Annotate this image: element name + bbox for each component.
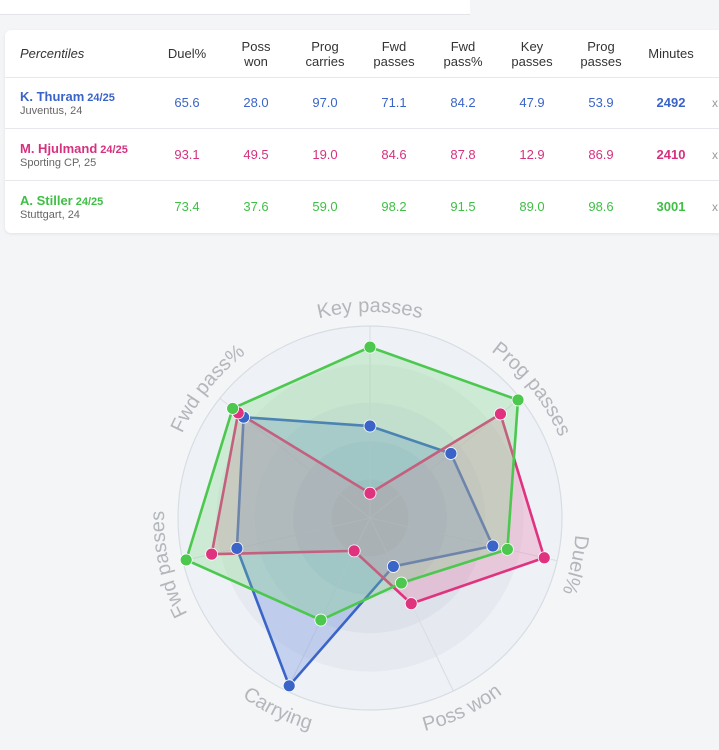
value-cell: 91.5 — [450, 199, 476, 214]
value-cell: 53.9 — [588, 95, 614, 110]
player-club: Sporting CP, 25 — [20, 156, 97, 169]
header-col-0[interactable]: Duel% — [167, 46, 207, 61]
value-cell: 65.6 — [174, 95, 200, 110]
radar-point-2-6 — [226, 402, 240, 415]
player-cell[interactable]: M. Hjulmand 24/25 Sporting CP, 25 — [20, 129, 128, 180]
value-cell: 98.6 — [588, 199, 614, 214]
radar-point-1-5 — [205, 547, 219, 561]
value-cell: 3001 — [656, 199, 686, 214]
remove-player-button[interactable]: x — [712, 199, 718, 214]
player-cell[interactable]: A. Stiller 24/25 Stuttgart, 24 — [20, 181, 103, 232]
radar-point-2-2 — [500, 542, 514, 556]
value-cell: 97.0 — [312, 95, 338, 110]
radar-point-0-3 — [386, 560, 400, 573]
value-cell: 59.0 — [312, 199, 338, 214]
radar-point-2-4 — [314, 613, 328, 627]
radar-point-2-1 — [511, 393, 525, 407]
player-season: 24/25 — [87, 91, 115, 104]
player-name[interactable]: A. Stiller 24/25 — [20, 193, 103, 208]
radar-point-1-0 — [363, 486, 377, 500]
radar-series-2 — [184, 345, 520, 622]
radar-series-0 — [235, 415, 495, 688]
value-cell: 2410 — [656, 147, 686, 162]
radar-point-1-1 — [494, 407, 507, 421]
radar-point-0-1 — [444, 447, 458, 460]
value-cell: 2492 — [656, 95, 686, 110]
radar-axis-label-0: Key passes — [315, 295, 425, 323]
radar-spoke — [369, 517, 558, 562]
radar-axis-label-text: Duel% — [558, 534, 593, 598]
player-name[interactable]: M. Hjulmand 24/25 — [20, 141, 128, 156]
radar-axis-label-2: Duel% — [558, 534, 593, 598]
radar-point-0-4 — [282, 679, 296, 693]
radar-point-0-2 — [486, 539, 500, 553]
remove-player-button[interactable]: x — [712, 95, 718, 110]
header-col-1[interactable]: Poss won — [241, 38, 271, 69]
value-cell: 84.2 — [450, 95, 476, 110]
header-col-6[interactable]: Prog passes — [580, 38, 622, 69]
top-bar — [0, 0, 470, 15]
radar-axis-label-text: Key passes — [315, 295, 425, 323]
player-club: Stuttgart, 24 — [20, 208, 80, 221]
player-season: 24/25 — [75, 195, 104, 208]
radar-point-2-3 — [394, 576, 408, 590]
table-header-row: Percentiles Duel% Poss won Prog carries Fwd… — [5, 30, 719, 78]
value-cell: 86.9 — [588, 147, 614, 162]
radar-series-1 — [210, 411, 546, 605]
radar-point-0-5 — [230, 541, 244, 555]
player-name-text: M. Hjulmand — [20, 140, 98, 156]
value-cell: 37.6 — [243, 199, 269, 214]
radar-point-2-5 — [179, 553, 193, 567]
value-cell: 93.1 — [174, 147, 200, 162]
radar-point-1-2 — [537, 551, 551, 565]
value-cell: 73.4 — [174, 199, 200, 214]
table-row: A. Stiller 24/25 Stuttgart, 24 73.4 37.6 59.0… — [5, 181, 719, 232]
header-col-3[interactable]: Fwd passes — [373, 38, 415, 69]
value-cell: 28.0 — [243, 95, 269, 110]
player-name[interactable]: K. Thuram 24/25 — [20, 89, 115, 104]
player-season: 24/25 — [100, 143, 128, 156]
player-cell[interactable]: K. Thuram 24/25 Juventus, 24 — [20, 77, 115, 128]
value-cell: 71.1 — [381, 95, 407, 110]
percentiles-table: Percentiles Duel% Poss won Prog carries Fwd… — [5, 30, 719, 233]
header-col-4[interactable]: Fwd pass% — [443, 38, 483, 69]
value-cell: 84.6 — [381, 147, 407, 162]
value-cell: 87.8 — [450, 147, 476, 162]
player-name-text: K. Thuram — [20, 88, 85, 104]
value-cell: 19.0 — [312, 147, 338, 162]
radar-point-0-0 — [363, 419, 377, 433]
header-percentiles: Percentiles — [20, 46, 85, 61]
player-club: Juventus, 24 — [20, 104, 83, 117]
value-cell: 98.2 — [381, 199, 407, 214]
remove-player-button[interactable]: x — [712, 147, 718, 162]
value-cell: 49.5 — [243, 147, 269, 162]
radar-point-2-0 — [363, 340, 377, 354]
value-cell: 89.0 — [519, 199, 545, 214]
player-name-text: A. Stiller — [20, 192, 73, 208]
value-cell: 47.9 — [519, 95, 545, 110]
radar-point-1-3 — [404, 597, 418, 611]
header-col-2[interactable]: Prog carries — [305, 38, 345, 69]
table-row: M. Hjulmand 24/25 Sporting CP, 25 93.1 49.5 1… — [5, 129, 719, 181]
value-cell: 12.9 — [519, 147, 545, 162]
table-row: K. Thuram 24/25 Juventus, 24 65.6 28.0 97.0 71… — [5, 77, 719, 129]
radar-point-1-4 — [347, 544, 361, 558]
header-col-7[interactable]: Minutes — [648, 46, 694, 61]
header-col-5[interactable]: Key passes — [511, 38, 553, 69]
